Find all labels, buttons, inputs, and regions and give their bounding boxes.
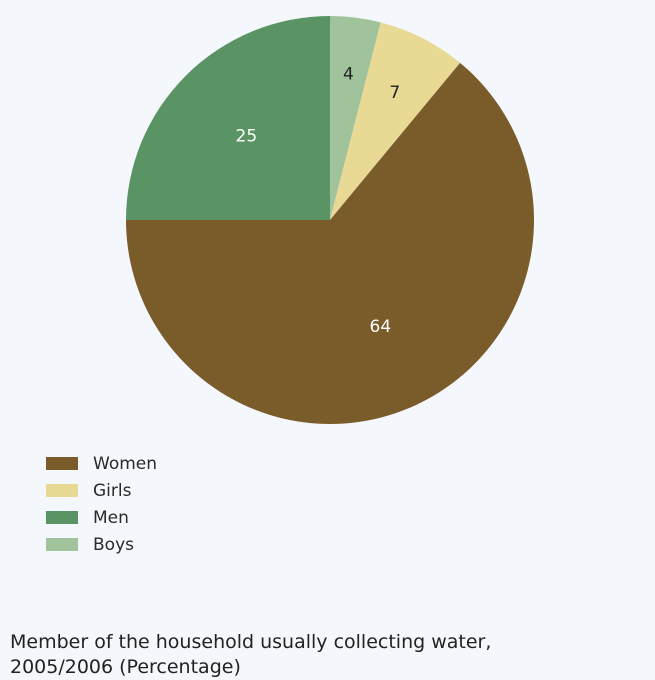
legend-swatch-women bbox=[46, 457, 78, 470]
pie-slice-women bbox=[126, 62, 534, 424]
chart-caption: Member of the household usually collecti… bbox=[10, 630, 630, 680]
legend-label-women: Women bbox=[93, 453, 158, 474]
legend-label-boys: Boys bbox=[93, 534, 134, 555]
legend-item-women: Women bbox=[46, 450, 157, 477]
pie-chart: 4 7 64 25 bbox=[126, 16, 534, 424]
legend-swatch-boys bbox=[46, 538, 78, 551]
data-label-girls: 7 bbox=[389, 83, 400, 103]
caption-line-1: Member of the household usually collecti… bbox=[10, 631, 492, 653]
legend-swatch-men bbox=[46, 511, 78, 524]
data-label-boys: 4 bbox=[343, 64, 354, 84]
legend-item-girls: Girls bbox=[46, 477, 157, 504]
legend-item-boys: Boys bbox=[46, 531, 157, 558]
legend-swatch-girls bbox=[46, 484, 78, 497]
data-label-women: 64 bbox=[370, 317, 392, 337]
caption-line-2: 2005/2006 (Percentage) bbox=[10, 656, 241, 678]
legend-item-men: Men bbox=[46, 504, 157, 531]
pie-slices bbox=[126, 16, 534, 424]
legend-label-girls: Girls bbox=[93, 480, 132, 501]
legend: Women Girls Men Boys bbox=[46, 450, 157, 558]
pie-slice-men bbox=[126, 16, 330, 220]
pie-slice-girls bbox=[330, 22, 461, 221]
legend-label-men: Men bbox=[93, 507, 129, 528]
pie-slice-boys bbox=[330, 16, 381, 220]
data-label-men: 25 bbox=[236, 126, 258, 146]
pie-data-labels: 4 7 64 25 bbox=[236, 64, 401, 337]
